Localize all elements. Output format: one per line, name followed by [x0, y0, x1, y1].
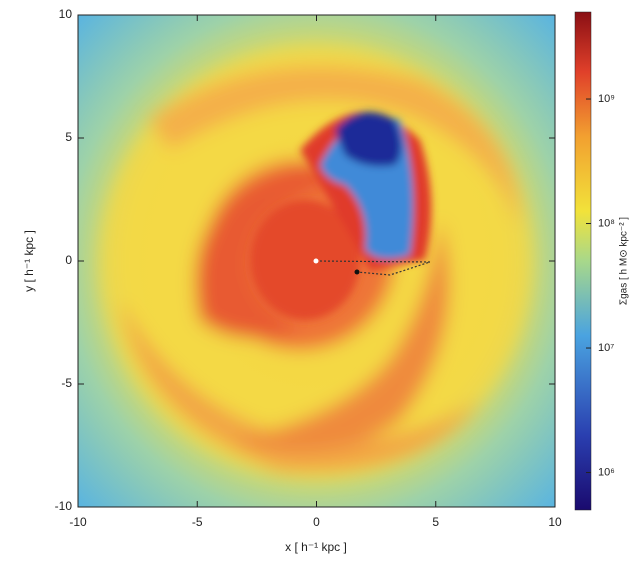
- colorbar-label: Σgas [ h M⊙ kpc⁻² ]: [619, 217, 630, 305]
- x-tick-label: -10: [69, 515, 87, 529]
- y-tick-label: 10: [59, 7, 73, 21]
- x-tick-label: 0: [313, 515, 320, 529]
- colorbar-tick-label: 10⁹: [598, 93, 615, 105]
- y-tick-label: -5: [61, 376, 72, 390]
- y-tick-label: 5: [65, 130, 72, 144]
- y-tick-label: 0: [65, 253, 72, 267]
- y-tick-label: -10: [55, 499, 73, 513]
- x-tick-label: 5: [432, 515, 439, 529]
- colorbar-tick-label: 10⁸: [598, 217, 615, 229]
- colorbar-tick-label: 10⁶: [598, 466, 615, 478]
- x-tick-label: 10: [548, 515, 562, 529]
- colorbar-tick-label: 10⁷: [598, 342, 614, 354]
- colorbar: [574, 11, 592, 511]
- x-tick-label: -5: [192, 515, 203, 529]
- x-axis-label: x [ h⁻¹ kpc ]: [285, 540, 347, 554]
- y-axis-label: y [ h⁻¹ kpc ]: [22, 230, 36, 292]
- density-map: [78, 15, 555, 507]
